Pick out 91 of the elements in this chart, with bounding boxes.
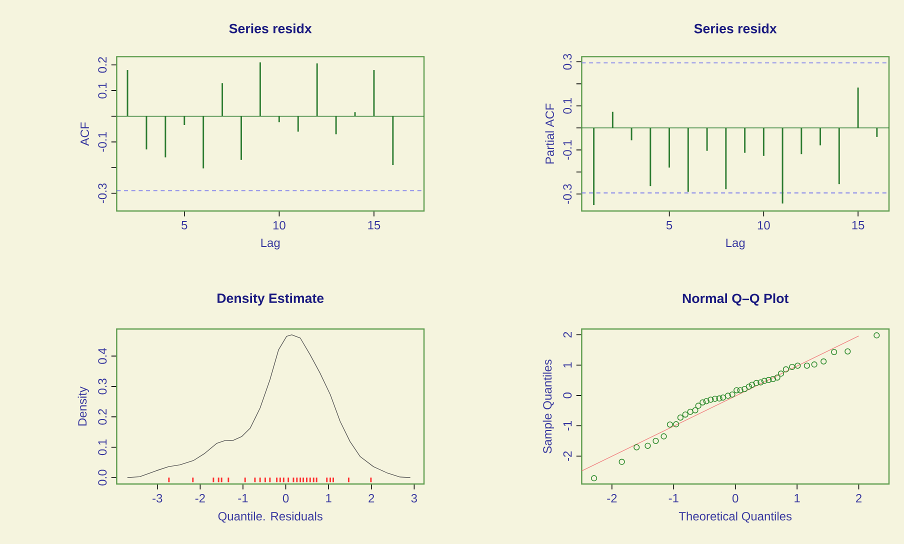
point — [687, 408, 694, 415]
point — [844, 348, 851, 355]
x-tick-label: 0 — [732, 494, 738, 503]
x-tick-label: 15 — [368, 221, 380, 230]
y-tick-label: 0.1 — [98, 439, 107, 456]
point — [720, 394, 726, 401]
y-axis-title: Sample Quantiles — [542, 360, 554, 454]
x-tick-label: 5 — [666, 221, 672, 230]
y-tick-label: -0.1 — [98, 132, 107, 152]
point — [748, 382, 756, 388]
point — [590, 475, 598, 482]
point — [770, 376, 776, 382]
point — [761, 378, 768, 384]
point — [811, 361, 818, 368]
chart-title: Series residx — [229, 24, 312, 34]
point — [766, 376, 772, 384]
point — [831, 348, 838, 356]
point — [774, 374, 780, 381]
point — [673, 421, 680, 428]
y-tick-label: 0.2 — [98, 57, 107, 73]
y-tick-label: -2 — [563, 451, 572, 461]
point — [692, 407, 698, 414]
x-axis-title: Theoretical Quantiles — [678, 512, 792, 523]
chart-title: Series residx — [694, 24, 777, 34]
point — [660, 433, 667, 440]
x-tick-label: 15 — [852, 221, 864, 230]
point — [682, 411, 688, 418]
x-tick-label: 5 — [182, 221, 188, 230]
y-tick-label: 0.1 — [563, 98, 572, 114]
x-tick-label: -2 — [607, 494, 617, 502]
point — [734, 387, 740, 394]
point — [746, 384, 752, 390]
y-tick-label: 1 — [563, 362, 572, 368]
x-axis-title: Quantile. Residuals — [218, 512, 322, 523]
x-tick-label: 1 — [326, 494, 332, 502]
point — [700, 399, 706, 406]
x-tick-label: 10 — [758, 221, 770, 230]
x-tick-label: 3 — [411, 494, 417, 503]
y-axis-title: ACF — [80, 122, 90, 146]
point — [742, 386, 748, 392]
point — [753, 380, 760, 386]
point — [666, 421, 674, 428]
point — [634, 444, 640, 450]
x-tick-label: 2 — [856, 494, 862, 502]
y-tick-label: 0 — [563, 392, 572, 398]
y-tick-label: 0.0 — [98, 470, 107, 486]
y-tick-label: 2 — [563, 332, 572, 338]
x-tick-label: 2 — [368, 494, 374, 502]
x-axis-title: Lag — [726, 238, 745, 250]
chart-title: Density Estimate — [218, 293, 324, 306]
x-tick-label: -2 — [195, 494, 205, 502]
y-tick-label: 0.1 — [98, 82, 107, 98]
point — [794, 362, 801, 369]
point — [804, 362, 810, 369]
x-axis-title: Lag — [261, 238, 280, 250]
point — [712, 396, 718, 402]
y-axis-title: Density — [78, 386, 90, 426]
y-axis-title: Partial ACF — [545, 104, 554, 164]
y-tick-label: -0.1 — [563, 140, 572, 160]
point — [874, 332, 880, 338]
y-tick-label: 0.3 — [563, 54, 572, 70]
x-tick-label: -1 — [668, 494, 678, 502]
point — [758, 379, 764, 386]
point — [708, 396, 714, 403]
point — [695, 402, 702, 409]
point — [716, 395, 722, 402]
point — [644, 442, 651, 449]
point — [778, 370, 784, 377]
y-tick-label: 0.3 — [98, 378, 107, 394]
point — [677, 414, 684, 421]
point — [789, 364, 796, 370]
x-tick-label: -3 — [152, 494, 162, 503]
point — [782, 366, 790, 372]
x-tick-label: -1 — [238, 494, 248, 502]
point — [737, 387, 744, 394]
point — [703, 398, 710, 404]
point — [729, 391, 736, 398]
y-tick-label: 0.4 — [98, 348, 107, 364]
x-tick-label: 1 — [794, 494, 800, 502]
y-tick-label: -1 — [563, 421, 572, 431]
y-tick-label: 0.2 — [98, 409, 107, 425]
point — [820, 358, 827, 365]
point — [618, 458, 625, 465]
x-tick-label: 0 — [282, 494, 289, 503]
line-series — [127, 334, 411, 478]
y-tick-label: -0.3 — [98, 183, 107, 204]
point — [724, 392, 732, 399]
chart-title: Normal Q–Q Plot — [682, 293, 789, 306]
point — [652, 438, 659, 444]
x-tick-label: 10 — [273, 221, 286, 230]
y-tick-label: -0.3 — [563, 184, 572, 204]
